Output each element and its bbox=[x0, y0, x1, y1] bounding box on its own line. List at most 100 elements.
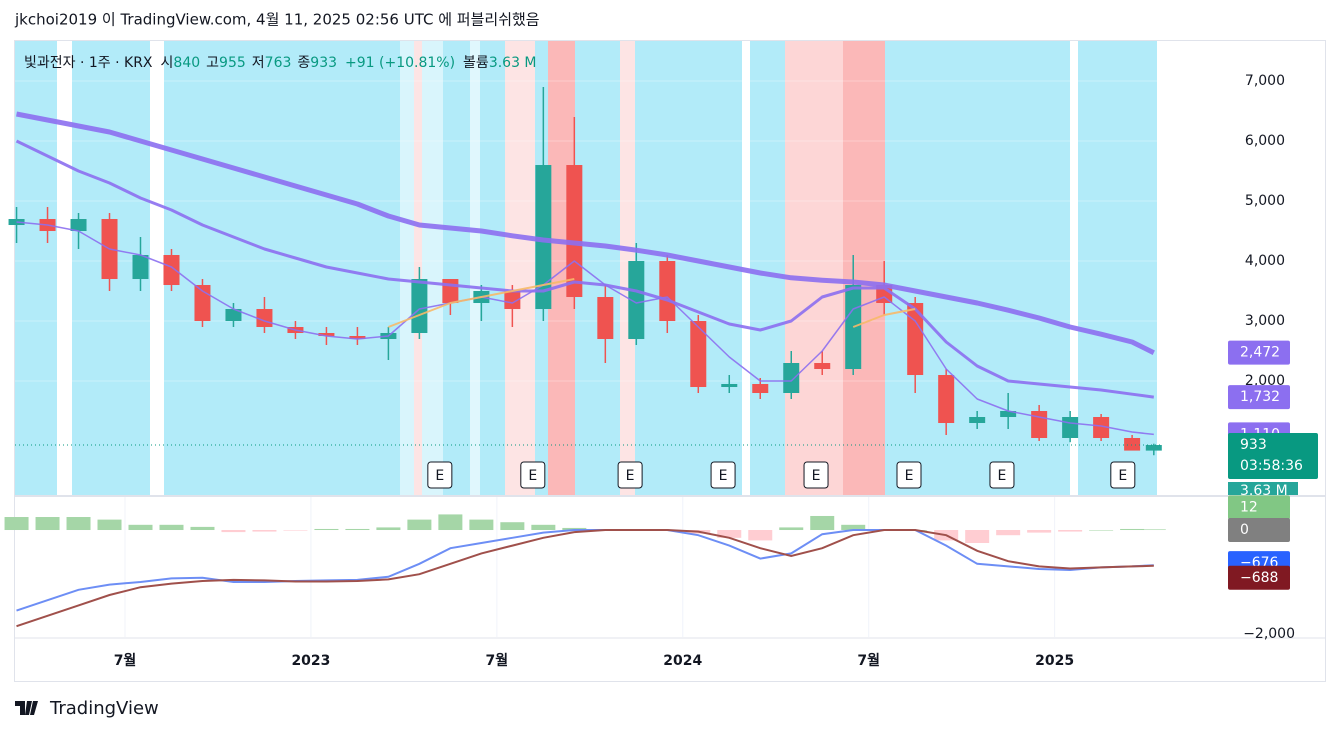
low-label: 저 bbox=[252, 55, 265, 71]
candle-body bbox=[349, 336, 366, 340]
background-bands bbox=[15, 41, 1157, 495]
histogram-bar bbox=[1120, 528, 1145, 531]
volume-tag-label: 3.63 M bbox=[1240, 483, 1288, 499]
candle-body bbox=[814, 363, 831, 370]
moving-average bbox=[16, 221, 1154, 436]
candle-body bbox=[256, 309, 273, 328]
price-tag-label: 0 bbox=[1240, 522, 1249, 538]
candle-body bbox=[659, 261, 676, 322]
histogram-bar bbox=[252, 530, 277, 532]
histogram-bar bbox=[283, 530, 308, 531]
histogram-bar bbox=[221, 530, 246, 533]
candle-body bbox=[1000, 411, 1017, 418]
candle-body bbox=[163, 255, 180, 286]
y-tick-label: −2,000 bbox=[1243, 626, 1295, 642]
histogram-bar bbox=[717, 530, 742, 538]
histogram-bar bbox=[438, 514, 463, 531]
price-tag-label: 933 bbox=[1240, 437, 1267, 453]
histogram-bar bbox=[190, 526, 215, 531]
histogram-bar bbox=[965, 530, 990, 544]
candle-body bbox=[70, 219, 87, 232]
macd-line bbox=[16, 529, 1154, 628]
candle-body bbox=[628, 261, 645, 340]
change: +91 (+10.81%) bbox=[345, 55, 455, 71]
candle-body bbox=[411, 279, 428, 334]
candle-body bbox=[1031, 411, 1048, 439]
candle-body bbox=[318, 333, 335, 337]
histogram-bar bbox=[35, 517, 60, 531]
high: 955 bbox=[219, 55, 246, 71]
earnings-label: E bbox=[528, 468, 537, 484]
histogram-bar bbox=[500, 522, 525, 531]
y-tick-label: 4,000 bbox=[1245, 253, 1285, 269]
histogram-bar bbox=[66, 517, 91, 531]
volume-tag bbox=[1228, 482, 1298, 495]
candle-body bbox=[1062, 417, 1079, 439]
candle-body bbox=[1093, 417, 1110, 439]
brand: TradingView bbox=[49, 698, 159, 719]
volume: 3.63 M bbox=[489, 55, 537, 71]
earnings-marker bbox=[710, 461, 736, 489]
histogram-bar bbox=[128, 524, 153, 531]
candle-body bbox=[442, 279, 459, 304]
close: 933 bbox=[310, 55, 337, 71]
price-tag-timer: 03:58:36 bbox=[1240, 458, 1303, 474]
histogram-bar bbox=[810, 515, 835, 531]
price-tag-label: −688 bbox=[1240, 570, 1278, 586]
price-tag bbox=[1228, 495, 1290, 520]
earnings-marker bbox=[989, 461, 1015, 489]
candle-body bbox=[752, 384, 769, 394]
histogram-bar bbox=[4, 517, 29, 531]
x-tick-label: 2024 bbox=[663, 653, 702, 669]
histogram-bar bbox=[376, 527, 401, 531]
price-tag-label: 1,732 bbox=[1240, 389, 1280, 405]
open-label: 시 bbox=[161, 55, 174, 71]
candle-body bbox=[504, 291, 521, 310]
earnings-marker bbox=[617, 461, 643, 489]
price-tag bbox=[1228, 385, 1290, 410]
earnings-marker bbox=[896, 461, 922, 489]
y-tick-label: 2,000 bbox=[1245, 373, 1285, 389]
low: 763 bbox=[265, 55, 292, 71]
candle-body bbox=[969, 417, 986, 424]
moving-average bbox=[16, 111, 1155, 355]
price-tag-label: 12 bbox=[1240, 499, 1258, 515]
histogram-bar bbox=[996, 530, 1021, 536]
candle-body bbox=[1124, 438, 1141, 451]
earnings-label: E bbox=[905, 468, 914, 484]
histogram-bar bbox=[345, 528, 370, 531]
candle-body bbox=[535, 165, 552, 310]
candle-body bbox=[938, 375, 955, 424]
histogram-bar bbox=[562, 527, 587, 531]
high-label: 고 bbox=[206, 55, 219, 71]
histogram-bar bbox=[841, 524, 866, 531]
histogram-bar bbox=[159, 524, 184, 531]
x-tick-label: 7월 bbox=[114, 652, 137, 669]
histogram-bar bbox=[1089, 530, 1114, 531]
price-tag bbox=[1228, 433, 1318, 480]
y-tick-label: 3,000 bbox=[1245, 313, 1285, 329]
earnings-marker bbox=[520, 461, 546, 489]
symbol: 빛과전자 · 1주 · KRX bbox=[24, 55, 153, 71]
histogram-bar bbox=[1141, 529, 1166, 531]
earnings-label: E bbox=[812, 468, 821, 484]
moving-average bbox=[15, 139, 1154, 399]
x-tick-label: 2023 bbox=[291, 653, 330, 669]
price-tag bbox=[1228, 518, 1290, 543]
earnings-label: E bbox=[626, 468, 635, 484]
macd-line bbox=[16, 529, 1154, 612]
y-tick-label: 7,000 bbox=[1245, 73, 1285, 89]
histogram-bar bbox=[531, 524, 556, 531]
candle-body bbox=[1145, 445, 1162, 451]
y-tick-label: 6,000 bbox=[1245, 133, 1285, 149]
histogram-bar bbox=[748, 530, 773, 541]
x-tick-label: 7월 bbox=[857, 652, 880, 669]
candle-body bbox=[225, 309, 242, 322]
earnings-marker bbox=[803, 461, 829, 489]
header: jkchoi2019 이 TradingView.com, 4월 11, 202… bbox=[14, 11, 540, 29]
histogram-bar bbox=[407, 519, 432, 531]
histogram-bar bbox=[779, 527, 804, 531]
candle-body bbox=[132, 255, 149, 280]
price-tag bbox=[1228, 565, 1290, 590]
earnings-label: E bbox=[1118, 468, 1127, 484]
